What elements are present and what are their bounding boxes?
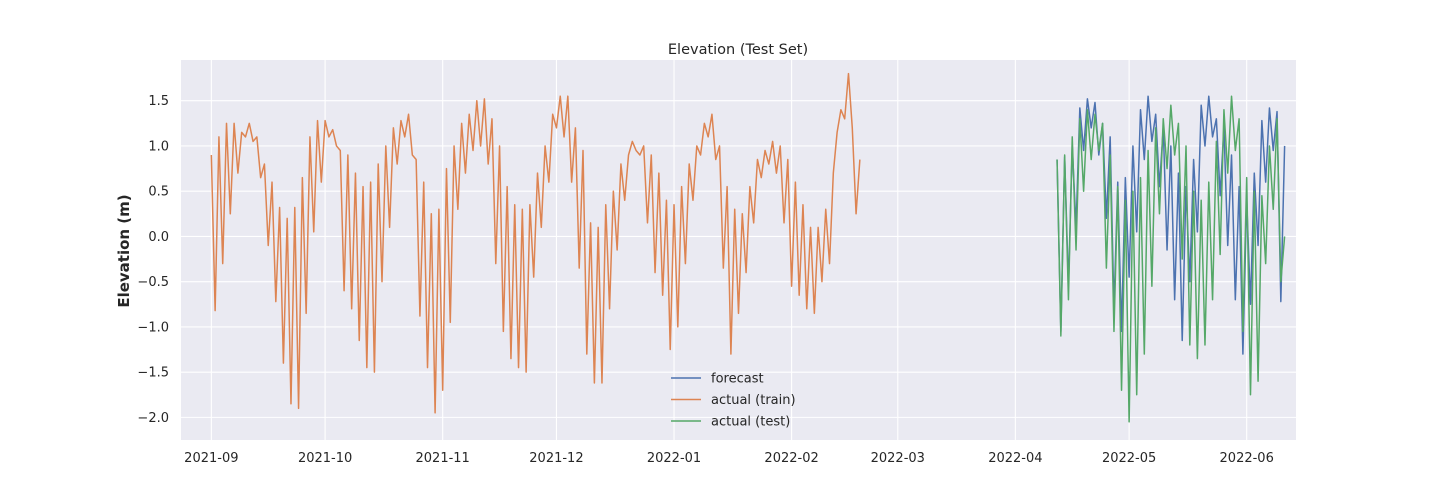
x-tick-label: 2021-11	[416, 451, 470, 466]
plot-area	[181, 60, 1296, 440]
x-tick-label: 2022-04	[988, 451, 1042, 466]
series-group	[210, 72, 1286, 423]
series-line-actual-test	[1056, 95, 1286, 423]
y-tick-label: −1.5	[137, 366, 169, 381]
x-tick-label: 2022-03	[871, 451, 925, 466]
series-line-actual-train	[210, 72, 861, 414]
y-tick-label: −0.5	[137, 275, 169, 290]
y-axis-ticks: 1.5 1.0 0.5 0.0 −0.5 −1.0 −1.5 −2.0	[137, 94, 169, 426]
legend-label-actual-test: actual (test)	[711, 415, 790, 430]
x-tick-label: 2021-12	[529, 451, 583, 466]
x-tick-label: 2022-01	[647, 451, 701, 466]
legend: forecast actual (train) actual (test)	[671, 372, 796, 430]
y-tick-label: 1.0	[148, 139, 169, 154]
y-axis-label: Elevation (m)	[115, 194, 133, 307]
x-tick-label: 2022-06	[1220, 451, 1274, 466]
x-tick-label: 2022-05	[1102, 451, 1156, 466]
legend-label-actual-train: actual (train)	[711, 393, 796, 408]
legend-label-forecast: forecast	[711, 372, 764, 387]
x-tick-label: 2021-10	[298, 451, 352, 466]
y-tick-label: 0.5	[148, 185, 169, 200]
y-tick-label: −2.0	[137, 411, 169, 426]
grid	[181, 60, 1296, 440]
y-tick-label: −1.0	[137, 320, 169, 335]
x-axis-ticks: 2021-09 2021-10 2021-11 2021-12 2022-01 2022-…	[184, 451, 1274, 466]
y-tick-label: 0.0	[148, 230, 169, 245]
y-tick-label: 1.5	[148, 94, 169, 109]
x-tick-label: 2021-09	[184, 451, 238, 466]
chart-title: Elevation (Test Set)	[668, 42, 808, 58]
x-tick-label: 2022-02	[764, 451, 818, 466]
